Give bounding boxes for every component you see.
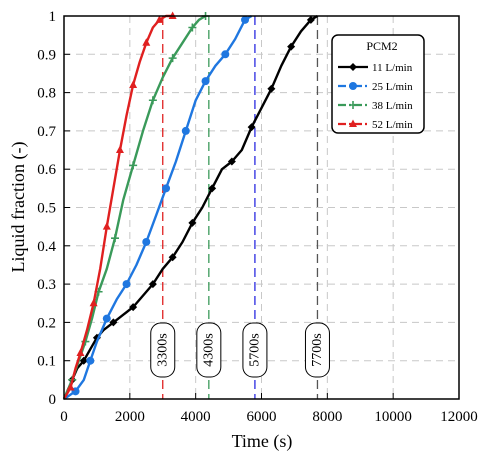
completion-label: 7700s — [310, 333, 325, 366]
completion-label: 5700s — [247, 333, 262, 366]
data-point-diamond — [148, 280, 157, 289]
legend-label: 52 L/min — [372, 119, 413, 131]
x-tick-label: 6000 — [247, 409, 277, 425]
y-axis-label: Liquid fraction (-) — [8, 142, 29, 273]
y-tick-label: 0.5 — [37, 201, 56, 217]
completion-label-box — [242, 322, 268, 378]
y-tick-label: 0.6 — [37, 162, 56, 178]
y-tick-label: 0 — [49, 392, 57, 408]
legend-label: 11 L/min — [372, 62, 413, 74]
data-point-diamond — [287, 42, 296, 51]
x-tick-label: 0 — [60, 409, 68, 425]
x-tick-label: 4000 — [181, 409, 211, 425]
y-tick-label: 0.4 — [37, 239, 56, 255]
y-tick-label: 0.2 — [37, 315, 56, 331]
legend-box — [331, 34, 425, 134]
data-point-triangle — [66, 383, 75, 391]
y-tick-label: 1 — [49, 9, 57, 25]
data-point-triangle — [129, 80, 138, 88]
series-group — [62, 11, 319, 400]
x-tick-label: 10000 — [374, 409, 412, 425]
series-line — [62, 14, 207, 400]
data-point-circle — [201, 77, 210, 86]
data-point-plus — [148, 96, 157, 105]
data-point-triangle — [102, 222, 111, 230]
completion-label-box — [304, 322, 330, 378]
data-point-triangle — [115, 145, 124, 154]
x-tick-label: 2000 — [115, 409, 145, 425]
data-point-plus — [168, 54, 177, 63]
data-point-plus — [129, 161, 138, 170]
data-point-diamond — [129, 303, 138, 312]
y-tick-label: 0.1 — [37, 354, 56, 370]
legend-label: 25 L/min — [372, 81, 413, 93]
data-point-plus — [349, 101, 357, 109]
data-point-plus — [111, 234, 120, 243]
y-tick-label: 0.8 — [37, 86, 56, 102]
data-point-diamond — [79, 356, 88, 365]
legend: PCM2 11 L/min 25 L/min 38 L/min 52 L/min — [331, 34, 425, 134]
data-point-diamond — [349, 63, 357, 71]
data-point-circle — [102, 314, 111, 323]
data-point-diamond — [306, 15, 315, 24]
data-point-circle — [162, 184, 171, 193]
legend-label: 38 L/min — [372, 100, 413, 112]
data-point-triangle — [349, 119, 357, 127]
y-tick-label: 0.3 — [37, 277, 56, 293]
data-point-diamond — [188, 218, 197, 227]
completion-label-box — [150, 322, 176, 378]
data-point-circle — [221, 50, 230, 59]
data-point-circle — [349, 82, 357, 90]
data-point-circle — [181, 126, 190, 135]
series-line — [63, 14, 253, 400]
y-tick-label: 0.7 — [37, 124, 56, 140]
data-point-plus — [188, 23, 197, 32]
data-point-circle — [86, 356, 95, 365]
data-point-diamond — [168, 253, 177, 262]
data-point-diamond — [267, 84, 276, 93]
data-point-triangle — [155, 15, 164, 23]
series-line — [62, 14, 319, 400]
data-point-circle — [241, 15, 250, 24]
completion-lines: 3300s 4300s 5700s 7700s — [150, 16, 330, 399]
y-tick-label: 0.9 — [37, 47, 56, 63]
data-point-triangle — [76, 348, 85, 357]
data-point-circle — [142, 237, 151, 246]
data-point-diamond — [227, 157, 236, 166]
legend-title: PCM2 — [366, 39, 397, 53]
completion-label: 3300s — [155, 333, 170, 366]
data-point-triangle — [142, 38, 151, 46]
data-point-diamond — [109, 318, 118, 327]
data-point-diamond — [208, 184, 217, 193]
x-axis-label: Time (s) — [232, 431, 293, 452]
x-tick-label: 8000 — [312, 409, 342, 425]
completion-label-box — [196, 322, 222, 378]
data-point-triangle — [89, 298, 98, 307]
data-point-circle — [122, 280, 131, 289]
completion-label: 4300s — [201, 333, 216, 366]
data-point-diamond — [247, 123, 256, 132]
x-tick-label: 12000 — [440, 409, 478, 425]
axis-ticks: 0 2000 4000 6000 8000 10000 12000 0 0.1 0.2 0.3 0.4… — [37, 9, 478, 425]
